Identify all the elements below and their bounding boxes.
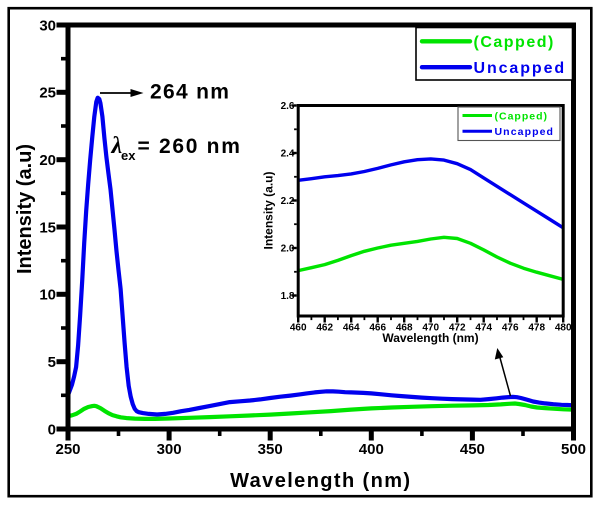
svg-text:Intensity (a.u): Intensity (a.u) bbox=[14, 144, 36, 274]
svg-text:466: 466 bbox=[369, 323, 386, 334]
svg-text:478: 478 bbox=[528, 323, 545, 334]
svg-text:480: 480 bbox=[555, 323, 572, 334]
svg-text:25: 25 bbox=[39, 85, 56, 102]
svg-text:474: 474 bbox=[475, 323, 492, 334]
svg-text:(Capped): (Capped) bbox=[495, 110, 549, 122]
svg-text:10: 10 bbox=[39, 287, 56, 304]
svg-text:Intensity (a.u): Intensity (a.u) bbox=[262, 171, 276, 249]
svg-text:264 nm: 264 nm bbox=[150, 81, 230, 104]
svg-text:λ: λ bbox=[111, 133, 123, 159]
svg-text:(Capped): (Capped) bbox=[474, 34, 555, 51]
svg-text:472: 472 bbox=[449, 323, 466, 334]
svg-text:0: 0 bbox=[48, 421, 56, 438]
svg-text:5: 5 bbox=[48, 354, 56, 371]
svg-text:476: 476 bbox=[502, 323, 519, 334]
svg-text:450: 450 bbox=[460, 441, 485, 458]
svg-text:15: 15 bbox=[39, 219, 56, 236]
svg-text:500: 500 bbox=[561, 441, 586, 458]
svg-text:250: 250 bbox=[55, 441, 80, 458]
svg-text:350: 350 bbox=[258, 441, 283, 458]
svg-text:20: 20 bbox=[39, 152, 56, 169]
svg-text:Wavelength (nm): Wavelength (nm) bbox=[382, 331, 478, 345]
svg-text:Uncapped: Uncapped bbox=[495, 126, 555, 138]
svg-text:300: 300 bbox=[157, 441, 182, 458]
svg-text:= 260 nm: = 260 nm bbox=[138, 135, 242, 158]
svg-text:2.2: 2.2 bbox=[281, 196, 295, 207]
svg-text:400: 400 bbox=[359, 441, 384, 458]
svg-text:2.0: 2.0 bbox=[281, 244, 295, 255]
svg-text:468: 468 bbox=[396, 323, 413, 334]
svg-text:2.4: 2.4 bbox=[281, 149, 295, 160]
svg-text:464: 464 bbox=[343, 323, 360, 334]
svg-text:Wavelength (nm): Wavelength (nm) bbox=[230, 470, 411, 492]
svg-text:460: 460 bbox=[290, 323, 307, 334]
svg-text:ex: ex bbox=[121, 148, 136, 163]
svg-text:2.6: 2.6 bbox=[281, 101, 295, 112]
svg-text:1.8: 1.8 bbox=[281, 291, 295, 302]
svg-text:Uncapped: Uncapped bbox=[474, 60, 567, 77]
svg-text:30: 30 bbox=[39, 17, 56, 34]
svg-text:462: 462 bbox=[316, 323, 333, 334]
svg-text:470: 470 bbox=[422, 323, 439, 334]
